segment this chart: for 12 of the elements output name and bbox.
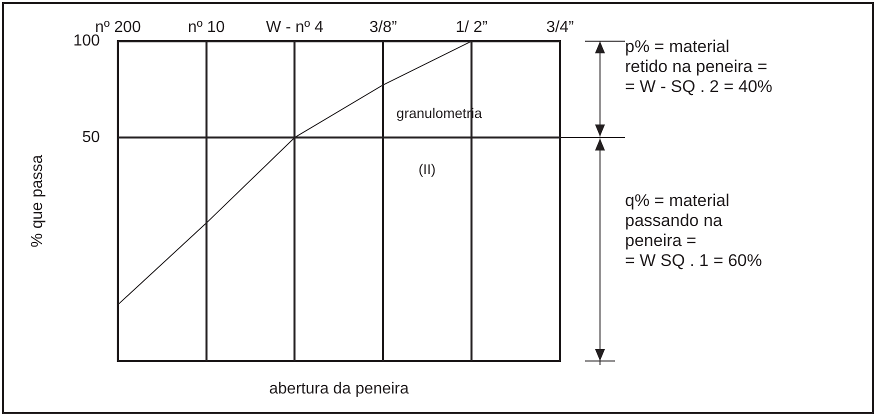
text: q% = material passando na peneira = = W SQ . 1 = 60% — [625, 191, 762, 272]
y-axis-title: % que passa — [29, 154, 46, 248]
x-tick-label: nº 10 — [188, 19, 225, 36]
annotation: (II) — [418, 160, 436, 180]
x-tick-label: 1/ 2” — [456, 19, 488, 36]
x-tick-label: 3/8” — [369, 19, 397, 36]
x-tick-label: W - nº 4 — [266, 19, 324, 36]
x-axis-title: abertura da peneira — [269, 380, 409, 398]
y-tick-label: 50 — [82, 128, 100, 146]
x-tick-label: 3/4” — [546, 19, 574, 36]
text: p% = material retido na peneira = = W - SQ . 2 = 40% — [625, 37, 772, 98]
y-tick-label: 100 — [73, 32, 100, 50]
